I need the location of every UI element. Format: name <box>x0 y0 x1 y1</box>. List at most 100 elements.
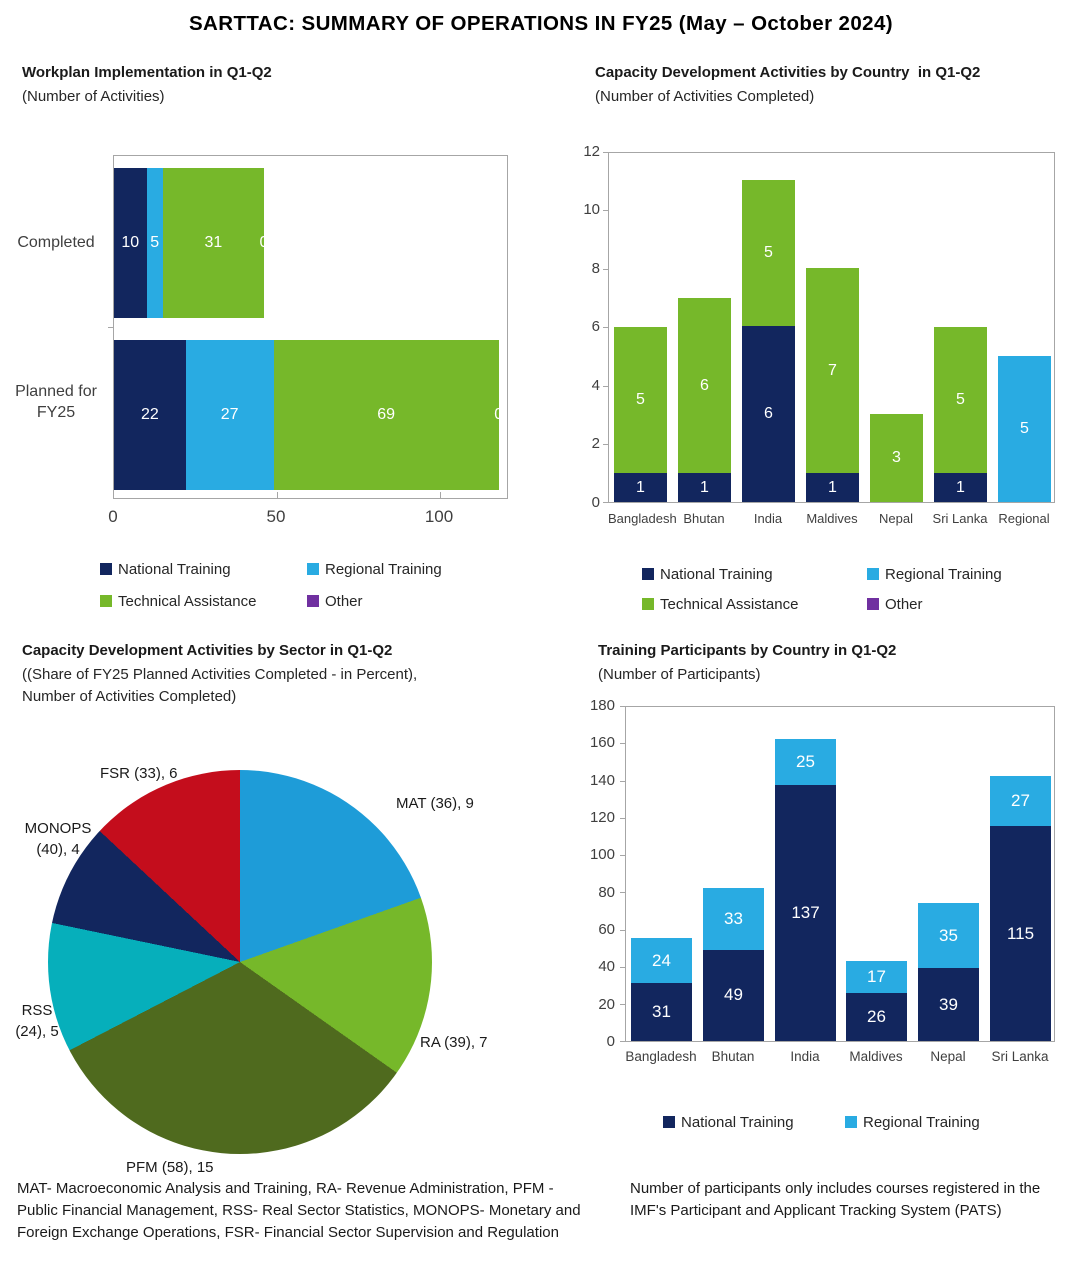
segment-national-training: 22 <box>114 340 186 490</box>
y-tick-label: 20 <box>598 996 615 1013</box>
pie-label-line: MONOPS <box>24 820 92 837</box>
value-label: 5 <box>764 244 773 261</box>
national-training-swatch-icon <box>100 563 112 575</box>
bar-sri-lanka: 27 115 <box>990 775 1051 1041</box>
legend-label: Other <box>325 592 363 610</box>
y-tick-label: 0 <box>606 1033 615 1050</box>
bar-maldives: 7 1 <box>806 268 859 502</box>
segment-technical-assistance: 3 <box>870 414 923 502</box>
value-label: 27 <box>1011 791 1030 811</box>
bar-maldives: 17 26 <box>846 960 907 1041</box>
segment-regional-training: 27 <box>990 775 1051 827</box>
y-tick-label: 12 <box>583 143 600 160</box>
pie-label-line: (24), 5 <box>15 1023 59 1040</box>
bar-bangladesh: 24 31 <box>631 938 692 1041</box>
pie-label-ra: RA (39), 7 <box>420 1034 488 1051</box>
y-tick-label: 80 <box>598 884 615 901</box>
value-label: 1 <box>828 478 837 496</box>
value-label: 1 <box>956 478 965 496</box>
other-swatch-icon <box>867 598 879 610</box>
segment-regional-training: 33 <box>703 887 764 950</box>
legend-label: Other <box>885 595 923 613</box>
segment-regional-training: 17 <box>846 960 907 993</box>
bar-india: 5 6 <box>742 180 795 502</box>
value-label: 35 <box>939 925 958 945</box>
y-tick-label: 160 <box>589 734 615 751</box>
y-axis-tick <box>620 1041 625 1042</box>
segment-regional-training: 35 <box>918 902 979 969</box>
value-label: 115 <box>1006 923 1035 943</box>
value-label: 5 <box>1020 420 1029 437</box>
x-tick-label: 100 <box>424 507 454 526</box>
participants-footnote: Number of participants only includes cou… <box>630 1180 1041 1219</box>
bar-regional: 5 <box>998 356 1051 502</box>
legend-item-other: Other <box>307 592 363 610</box>
segment-other-value-label: 0 <box>259 234 269 251</box>
chart-activities-by-country-subtitle: (Number of Activities Completed) <box>595 88 815 105</box>
bar-india: 25 137 <box>775 738 836 1041</box>
value-label: 137 <box>791 903 820 923</box>
legend-item-technical-assistance: Technical Assistance <box>642 595 798 613</box>
segment-national-training: 10 <box>114 168 147 318</box>
y-axis-tick <box>620 781 625 782</box>
y-tick-label: 40 <box>598 958 615 975</box>
technical-assistance-swatch-icon <box>100 595 112 607</box>
segment-technical-assistance: 5 <box>742 180 795 326</box>
y-tick-label: 180 <box>589 697 615 714</box>
bar-planned-fy25: 22 27 69 0 <box>114 340 503 490</box>
value-label: 5 <box>956 391 965 408</box>
y-tick-label: 140 <box>589 772 615 789</box>
national-training-swatch-icon <box>663 1116 675 1128</box>
y-axis-tick <box>603 502 608 503</box>
category-label: Sri Lanka <box>991 1049 1049 1064</box>
value-label: 5 <box>636 391 645 408</box>
national-training-swatch-icon <box>642 568 654 580</box>
y-axis-tick <box>603 269 608 270</box>
value-label: 33 <box>724 908 743 928</box>
legend-item-national-training: National Training <box>663 1113 794 1131</box>
x-tick-label: 50 <box>266 507 286 526</box>
pie-label-mat: MAT (36), 9 <box>396 795 474 812</box>
x-axis-tick <box>277 492 278 498</box>
y-axis-tick <box>620 967 625 968</box>
chart-participants-plot-area: 24 31 33 49 25 137 17 26 35 39 27 115 <box>625 706 1055 1042</box>
category-label: Maldives <box>849 1049 903 1064</box>
sector-abbreviations-footnote: MAT- Macroeconomic Analysis and Training… <box>17 1180 581 1241</box>
x-axis-tick <box>440 492 441 498</box>
segment-regional-training: 27 <box>185 340 274 490</box>
legend-label: Regional Training <box>863 1113 980 1131</box>
value-label: 39 <box>939 994 958 1014</box>
pie-label-line: RSS <box>21 1002 53 1019</box>
bar-sri-lanka: 5 1 <box>934 327 987 502</box>
sector-pie <box>48 770 432 1154</box>
value-label: 25 <box>796 751 815 771</box>
segment-national-training: 115 <box>990 826 1051 1041</box>
segment-technical-assistance: 69 <box>273 340 499 490</box>
y-axis-tick <box>603 210 608 211</box>
other-swatch-icon <box>307 595 319 607</box>
category-label: Bhutan <box>711 1049 755 1064</box>
segment-national-training: 6 <box>742 326 795 502</box>
bar-nepal: 35 39 <box>918 902 979 1041</box>
y-axis-tick <box>108 327 113 328</box>
chart-activities-by-country-plot-area: 5 1 6 1 5 6 7 1 3 5 1 5 <box>608 152 1055 503</box>
segment-national-training: 1 <box>806 473 859 502</box>
legend-label: Regional Training <box>885 565 1002 583</box>
y-axis-tick <box>603 152 608 153</box>
pie-label-pfm: PFM (58), 15 <box>126 1159 214 1176</box>
category-label-completed: Completed <box>17 234 95 251</box>
pie-label-fsr: FSR (33), 6 <box>100 765 178 782</box>
segment-technical-assistance: 5 <box>614 327 667 473</box>
segment-national-training: 1 <box>614 473 667 502</box>
segment-other-value-label: 0 <box>494 406 504 423</box>
y-axis-tick <box>620 743 625 744</box>
bar-bangladesh: 5 1 <box>614 327 667 502</box>
legend-item-technical-assistance: Technical Assistance <box>100 592 256 610</box>
regional-training-swatch-icon <box>867 568 879 580</box>
segment-national-training: 39 <box>918 968 979 1041</box>
chart-sector-subtitle-line1: ((Share of FY25 Planned Activities Compl… <box>22 666 418 683</box>
value-label: 26 <box>867 1006 886 1026</box>
legend-item-national-training: National Training <box>100 560 231 578</box>
category-label: Bhutan <box>683 511 725 526</box>
segment-national-training: 1 <box>678 473 731 502</box>
